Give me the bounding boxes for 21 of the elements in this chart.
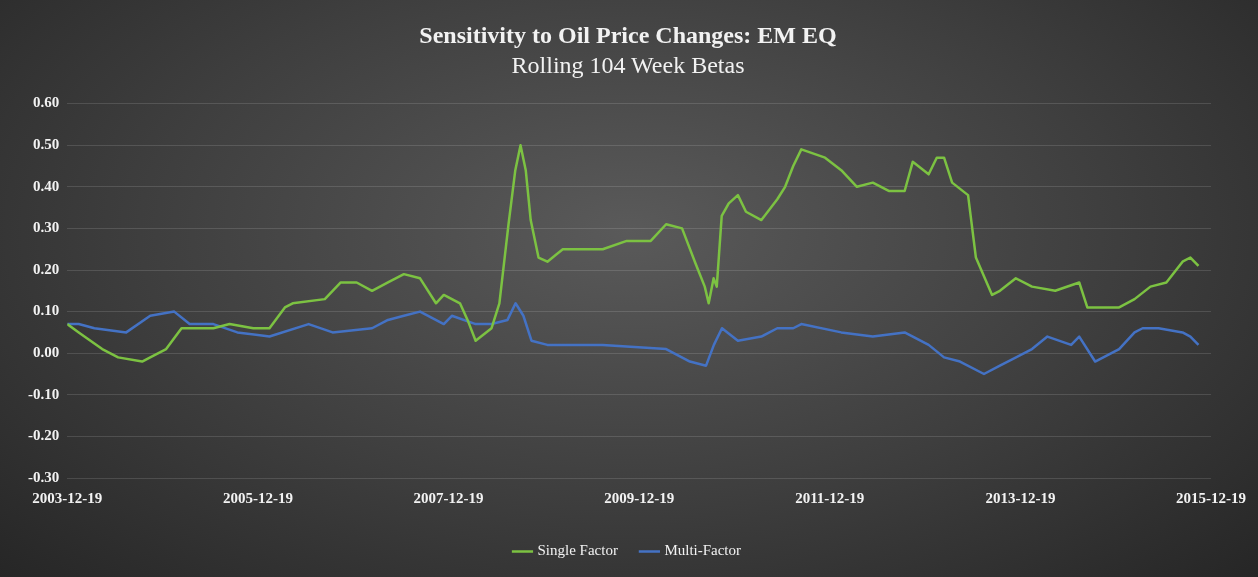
x-tick-label: 2007-12-19 xyxy=(413,489,484,506)
legend-label: Single Factor xyxy=(537,542,618,559)
y-tick-label: 0.40 xyxy=(33,177,60,194)
x-tick-label: 2005-12-19 xyxy=(223,489,293,506)
x-tick-label: 2003-12-19 xyxy=(32,489,103,506)
x-tick-label: 2013-12-19 xyxy=(985,489,1056,506)
y-tick-label: 0.10 xyxy=(33,302,60,319)
y-tick-label: 0.00 xyxy=(33,344,60,361)
y-tick-label: -0.20 xyxy=(28,427,60,444)
x-tick-label: 2015-12-19 xyxy=(1176,489,1246,506)
x-tick-label: 2011-12-19 xyxy=(795,489,865,506)
y-tick-label: 0.20 xyxy=(33,260,60,277)
legend-label: Multi-Factor xyxy=(664,542,742,559)
y-tick-label: 0.50 xyxy=(33,136,60,153)
y-tick-label: -0.10 xyxy=(28,385,60,402)
y-tick-label: -0.30 xyxy=(28,468,60,485)
y-tick-label: 0.30 xyxy=(33,219,60,236)
chart-subtitle: Rolling 104 Week Betas xyxy=(511,52,745,79)
y-tick-label: 0.60 xyxy=(33,94,60,111)
chart-title: Sensitivity to Oil Price Changes: EM EQ xyxy=(419,21,837,48)
x-tick-label: 2009-12-19 xyxy=(604,489,675,506)
